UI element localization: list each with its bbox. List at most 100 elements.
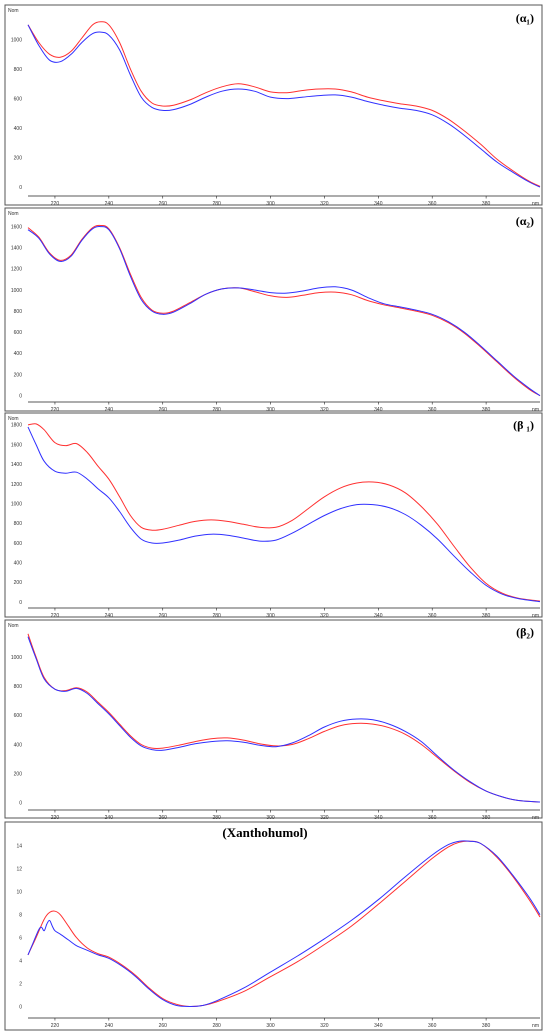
x-tick-label: 280 <box>212 1023 221 1029</box>
y-tick-label: 1400 <box>11 462 22 468</box>
x-tick-label: 220 <box>51 1023 60 1029</box>
x-axis-unit: nm <box>532 407 539 413</box>
y-tick-label: 400 <box>14 742 23 748</box>
x-tick-label: 360 <box>428 1023 437 1029</box>
x-tick-label: 360 <box>428 815 437 821</box>
y-tick-label: 2 <box>19 981 22 987</box>
panel-title: (α₁) <box>516 11 534 25</box>
y-tick-label: 800 <box>14 521 23 527</box>
y-tick-label: 400 <box>14 351 23 357</box>
series-line-blue <box>27 24 541 188</box>
x-tick-label: 320 <box>320 407 329 413</box>
y-tick-label: 8 <box>19 912 22 918</box>
x-tick-label: 220 <box>51 201 60 207</box>
y-tick-label: 1000 <box>11 288 22 294</box>
series-line-red <box>27 21 541 187</box>
y-tick-label: 400 <box>14 561 23 567</box>
y-tick-label: 1600 <box>11 442 22 448</box>
x-tick-label: 300 <box>266 613 275 619</box>
x-tick-label: 240 <box>105 201 114 207</box>
panel-title: (β₂) <box>516 625 534 639</box>
x-tick-label: 240 <box>105 407 114 413</box>
panel-frame <box>4 4 543 206</box>
y-tick-label: 1200 <box>11 267 22 273</box>
y-tick-label: 600 <box>14 330 23 336</box>
y-tick-label: 0 <box>19 393 22 399</box>
x-tick-label: 380 <box>482 1023 491 1029</box>
y-tick-label: 1000 <box>11 501 22 507</box>
x-tick-label: 380 <box>482 201 491 207</box>
y-tick-label: 800 <box>14 684 23 690</box>
x-tick-label: 320 <box>320 201 329 207</box>
series-line-blue <box>27 840 541 1008</box>
x-tick-label: 340 <box>374 1023 383 1029</box>
x-tick-label: 380 <box>482 407 491 413</box>
x-tick-label: 320 <box>320 1023 329 1029</box>
y-axis-unit: Nom <box>8 416 19 422</box>
chart-panel-5: 220 240 260 280 300 320 340 360 380 0 2 4 6 8 10 12 14 nm… <box>4 821 543 1031</box>
x-tick-label: 360 <box>428 613 437 619</box>
y-tick-label: 0 <box>19 185 22 191</box>
y-tick-label: 600 <box>14 96 23 102</box>
y-tick-label: 600 <box>14 541 23 547</box>
y-tick-label: 4 <box>19 958 22 964</box>
y-tick-label: 0 <box>19 1004 22 1010</box>
y-tick-label: 0 <box>19 600 22 606</box>
panel-frame <box>4 412 543 618</box>
x-tick-label: 320 <box>320 613 329 619</box>
panel-frame <box>4 207 543 412</box>
x-tick-label: 380 <box>482 815 491 821</box>
y-tick-label: 1000 <box>11 655 22 661</box>
y-tick-label: 400 <box>14 126 23 132</box>
chart-panel-3: 220 240 260 280 300 320 340 360 380 0 200 400 600 800… <box>4 412 543 619</box>
x-tick-label: 240 <box>105 613 114 619</box>
series-line-blue <box>27 426 541 603</box>
panel-title: (Xanthohumol) <box>222 825 307 840</box>
y-tick-label: 200 <box>14 580 23 586</box>
x-tick-label: 340 <box>374 201 383 207</box>
series-line-red <box>27 423 541 602</box>
x-tick-label: 280 <box>212 613 221 619</box>
x-axis-unit: nm <box>532 1023 539 1029</box>
y-tick-label: 12 <box>16 867 22 873</box>
series-line-red <box>27 224 541 397</box>
x-tick-label: 260 <box>159 407 168 413</box>
y-tick-label: 6 <box>19 935 22 941</box>
y-tick-label: 200 <box>14 771 23 777</box>
x-tick-label: 220 <box>51 613 60 619</box>
x-tick-label: 280 <box>212 815 221 821</box>
x-tick-label: 240 <box>105 815 114 821</box>
chart-panel-1: 220 240 260 280 300 320 340 360 380 0 200 400 600 800… <box>4 4 543 207</box>
x-tick-label: 300 <box>266 815 275 821</box>
y-tick-label: 1800 <box>11 423 22 429</box>
y-tick-label: 800 <box>14 309 23 315</box>
x-tick-label: 380 <box>482 613 491 619</box>
y-tick-label: 200 <box>14 372 23 378</box>
chart-panel-2: 220 240 260 280 300 320 340 360 380 0 200 400 600 800… <box>4 207 543 413</box>
x-tick-label: 240 <box>105 1023 114 1029</box>
x-tick-label: 260 <box>159 201 168 207</box>
x-tick-label: 340 <box>374 613 383 619</box>
x-tick-label: 300 <box>266 407 275 413</box>
x-tick-label: 260 <box>159 815 168 821</box>
y-tick-label: 1000 <box>11 37 22 43</box>
x-tick-label: 360 <box>428 407 437 413</box>
y-tick-label: 600 <box>14 713 23 719</box>
x-axis-unit: nm <box>532 613 539 619</box>
series-line-blue <box>27 226 541 397</box>
panel-frame <box>4 821 543 1031</box>
y-tick-label: 10 <box>16 890 22 896</box>
x-tick-label: 340 <box>374 815 383 821</box>
y-tick-label: 14 <box>16 844 22 850</box>
y-tick-label: 0 <box>19 801 22 807</box>
y-tick-label: 1600 <box>11 224 22 230</box>
x-tick-label: 300 <box>266 201 275 207</box>
y-tick-label: 800 <box>14 67 23 73</box>
x-axis-unit: nm <box>532 815 539 821</box>
x-tick-label: 360 <box>428 201 437 207</box>
y-axis-unit: Nom <box>8 8 19 14</box>
y-tick-label: 1200 <box>11 482 22 488</box>
series-line-red <box>27 633 541 803</box>
x-tick-label: 220 <box>51 815 60 821</box>
y-axis-unit: Nom <box>8 623 19 629</box>
